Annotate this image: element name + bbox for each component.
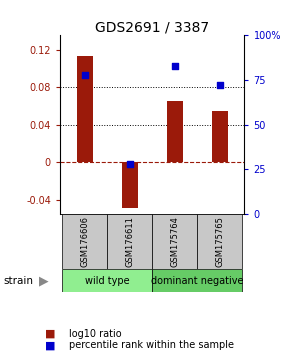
Text: dominant negative: dominant negative bbox=[151, 275, 244, 286]
Text: GSM176606: GSM176606 bbox=[80, 216, 89, 267]
Bar bbox=[152, 269, 242, 292]
Bar bbox=[77, 56, 93, 162]
Point bbox=[172, 63, 177, 69]
Text: ■: ■ bbox=[45, 329, 56, 339]
Point bbox=[217, 82, 222, 88]
Text: strain: strain bbox=[3, 275, 33, 286]
Bar bbox=[197, 214, 242, 269]
Point bbox=[82, 72, 87, 78]
Bar bbox=[212, 111, 228, 162]
Text: percentile rank within the sample: percentile rank within the sample bbox=[69, 340, 234, 350]
Bar bbox=[152, 214, 197, 269]
Bar bbox=[167, 101, 183, 162]
Bar bbox=[62, 214, 107, 269]
Text: ■: ■ bbox=[45, 340, 56, 350]
Text: log10 ratio: log10 ratio bbox=[69, 329, 122, 339]
Text: GSM175765: GSM175765 bbox=[215, 216, 224, 267]
Text: ▶: ▶ bbox=[39, 274, 48, 287]
Bar bbox=[62, 269, 152, 292]
Title: GDS2691 / 3387: GDS2691 / 3387 bbox=[95, 20, 209, 34]
Text: wild type: wild type bbox=[85, 275, 130, 286]
Text: GSM175764: GSM175764 bbox=[170, 216, 179, 267]
Bar bbox=[107, 214, 152, 269]
Bar bbox=[122, 162, 138, 207]
Text: GSM176611: GSM176611 bbox=[125, 216, 134, 267]
Point bbox=[128, 161, 132, 167]
